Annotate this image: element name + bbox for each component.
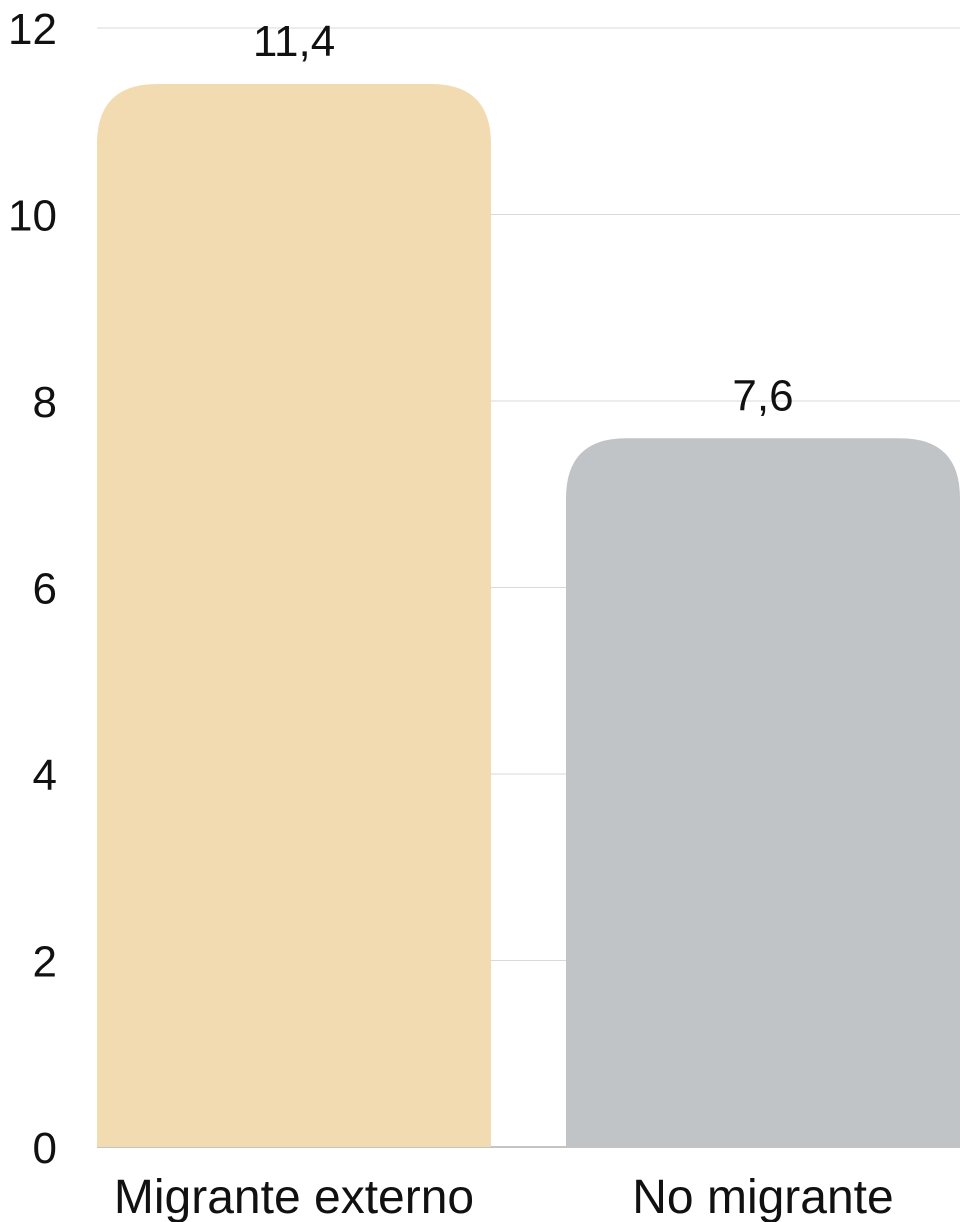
bar <box>97 83 491 1148</box>
y-tick-label: 2 <box>33 938 57 987</box>
y-tick-label: 6 <box>33 565 57 614</box>
y-tick-label: 12 <box>8 5 57 54</box>
value-label: 7,6 <box>732 371 793 420</box>
y-tick-label: 4 <box>33 751 57 800</box>
bar <box>566 438 960 1147</box>
value-label: 11,4 <box>253 17 335 66</box>
x-tick-label: No migrante <box>632 1171 893 1222</box>
y-tick-label: 10 <box>8 192 57 241</box>
x-tick-label: Migrante externo <box>114 1171 474 1222</box>
y-tick-label: 8 <box>33 378 57 427</box>
y-tick-label: 0 <box>33 1124 57 1173</box>
